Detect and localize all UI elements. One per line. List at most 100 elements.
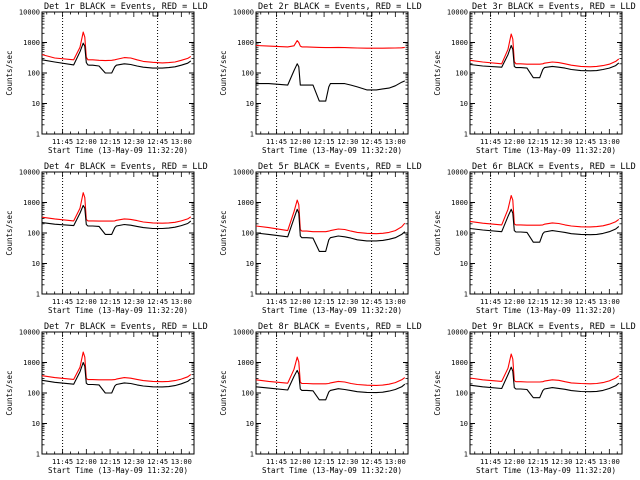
panel-det-1r: Det 1r BLACK = Events, RED = LLD 1 10 100 10… xyxy=(5,2,208,155)
x-tick-label: 12:00 xyxy=(504,458,525,466)
x-axis-label: Start Time (13-May-09 11:32:20) xyxy=(476,146,616,155)
series-line-lld xyxy=(256,356,406,386)
x-tick-label: 12:15 xyxy=(528,298,549,306)
y-tick-label: 1 xyxy=(250,451,254,459)
y-tick-label: 10000 xyxy=(233,329,254,337)
series-line-lld xyxy=(42,31,192,64)
x-tick-label: 12:45 xyxy=(147,298,168,306)
x-tick-label: 12:00 xyxy=(504,138,525,146)
y-tick-label: 10 xyxy=(32,260,40,268)
x-axis-label: Start Time (13-May-09 11:32:20) xyxy=(262,146,402,155)
x-tick-label: 12:30 xyxy=(123,138,144,146)
x-tick-label: 13:00 xyxy=(599,298,620,306)
series-line-lld xyxy=(470,353,620,385)
y-axis-label: Counts/sec xyxy=(219,370,228,415)
x-tick-label: 12:45 xyxy=(575,298,596,306)
plot-frame xyxy=(469,11,623,135)
panel-det-3r: Det 3r BLACK = Events, RED = LLD 1 10 100 10… xyxy=(433,2,636,155)
y-tick-label: 10 xyxy=(246,100,254,108)
y-axis-label: Counts/sec xyxy=(219,50,228,95)
x-tick-label: 11:45 xyxy=(52,298,73,306)
x-tick-label: 12:00 xyxy=(76,458,97,466)
y-tick-label: 1000 xyxy=(237,199,254,207)
panel-title: Det 7r BLACK = Events, RED = LLD xyxy=(44,322,208,332)
panel-det-5r: Det 5r BLACK = Events, RED = LLD 1 10 100 10… xyxy=(219,162,422,315)
x-axis-label: Start Time (13-May-09 11:32:20) xyxy=(48,306,188,315)
y-tick-label: 10000 xyxy=(19,169,40,177)
x-tick-label: 12:45 xyxy=(575,458,596,466)
y-tick-label: 1000 xyxy=(237,359,254,367)
y-tick-label: 1 xyxy=(464,451,468,459)
y-tick-label: 10 xyxy=(460,260,468,268)
panel-title: Det 8r BLACK = Events, RED = LLD xyxy=(258,322,422,332)
y-tick-label: 10000 xyxy=(19,329,40,337)
x-tick-label: 13:00 xyxy=(599,138,620,146)
x-tick-label: 11:45 xyxy=(52,138,73,146)
panel-det-9r: Det 9r BLACK = Events, RED = LLD 1 10 100 10… xyxy=(433,322,636,475)
series-line-events xyxy=(256,369,406,401)
y-tick-label: 10 xyxy=(32,100,40,108)
x-tick-label: 12:15 xyxy=(314,298,335,306)
x-axis-label: Start Time (13-May-09 11:32:20) xyxy=(262,306,402,315)
y-tick-label: 100 xyxy=(241,230,254,238)
panel-title: Det 5r BLACK = Events, RED = LLD xyxy=(258,162,422,172)
x-tick-label: 13:00 xyxy=(385,298,406,306)
plot-frame xyxy=(41,11,195,135)
x-tick-label: 13:00 xyxy=(385,138,406,146)
y-tick-label: 1 xyxy=(36,291,40,299)
y-tick-label: 1 xyxy=(464,291,468,299)
y-axis-label: Counts/sec xyxy=(5,210,14,255)
y-tick-label: 1000 xyxy=(23,39,40,47)
y-axis-label: Counts/sec xyxy=(5,370,14,415)
y-tick-label: 10 xyxy=(460,100,468,108)
series-line-lld xyxy=(256,199,406,235)
y-tick-label: 10000 xyxy=(233,169,254,177)
x-tick-label: 12:15 xyxy=(528,138,549,146)
x-tick-label: 11:45 xyxy=(480,458,501,466)
y-tick-label: 10000 xyxy=(233,9,254,17)
panel-det-2r: Det 2r BLACK = Events, RED = LLD 1 10 100 10… xyxy=(219,2,422,155)
panel-det-4r: Det 4r BLACK = Events, RED = LLD 1 10 100 10… xyxy=(5,162,208,315)
x-tick-label: 12:00 xyxy=(76,298,97,306)
series-line-lld xyxy=(470,33,620,68)
x-axis-label: Start Time (13-May-09 11:32:20) xyxy=(262,466,402,475)
series-line-lld xyxy=(256,40,405,49)
series-line-lld xyxy=(42,351,192,383)
x-tick-label: 12:00 xyxy=(290,298,311,306)
y-tick-label: 100 xyxy=(27,70,40,78)
series-line-lld xyxy=(470,194,620,228)
x-tick-label: 12:45 xyxy=(575,138,596,146)
plot-frame xyxy=(469,331,623,455)
y-tick-label: 1 xyxy=(250,131,254,139)
y-axis-label: Counts/sec xyxy=(5,50,14,95)
x-tick-label: 12:45 xyxy=(361,458,382,466)
x-tick-label: 12:45 xyxy=(361,298,382,306)
panel-title: Det 3r BLACK = Events, RED = LLD xyxy=(472,2,636,12)
y-tick-label: 100 xyxy=(455,390,468,398)
x-tick-label: 12:45 xyxy=(361,138,382,146)
x-tick-label: 13:00 xyxy=(171,458,192,466)
y-tick-label: 1000 xyxy=(23,199,40,207)
series-line-events xyxy=(42,361,192,394)
y-axis-label: Counts/sec xyxy=(433,210,442,255)
y-tick-label: 1000 xyxy=(237,39,254,47)
y-tick-label: 100 xyxy=(455,230,468,238)
y-tick-label: 1 xyxy=(250,291,254,299)
x-tick-label: 12:15 xyxy=(314,138,335,146)
series-line-events xyxy=(470,208,620,243)
plot-frame xyxy=(469,171,623,295)
y-tick-label: 10000 xyxy=(447,9,468,17)
x-tick-label: 12:30 xyxy=(337,298,358,306)
y-tick-label: 100 xyxy=(241,70,254,78)
x-tick-label: 11:45 xyxy=(266,138,287,146)
x-tick-label: 12:15 xyxy=(100,458,121,466)
y-tick-label: 10 xyxy=(246,420,254,428)
y-tick-label: 100 xyxy=(27,230,40,238)
x-tick-label: 12:45 xyxy=(147,138,168,146)
y-tick-label: 1 xyxy=(464,131,468,139)
x-tick-label: 12:15 xyxy=(528,458,549,466)
x-tick-label: 13:00 xyxy=(171,298,192,306)
y-tick-label: 1000 xyxy=(23,359,40,367)
x-tick-label: 13:00 xyxy=(171,138,192,146)
